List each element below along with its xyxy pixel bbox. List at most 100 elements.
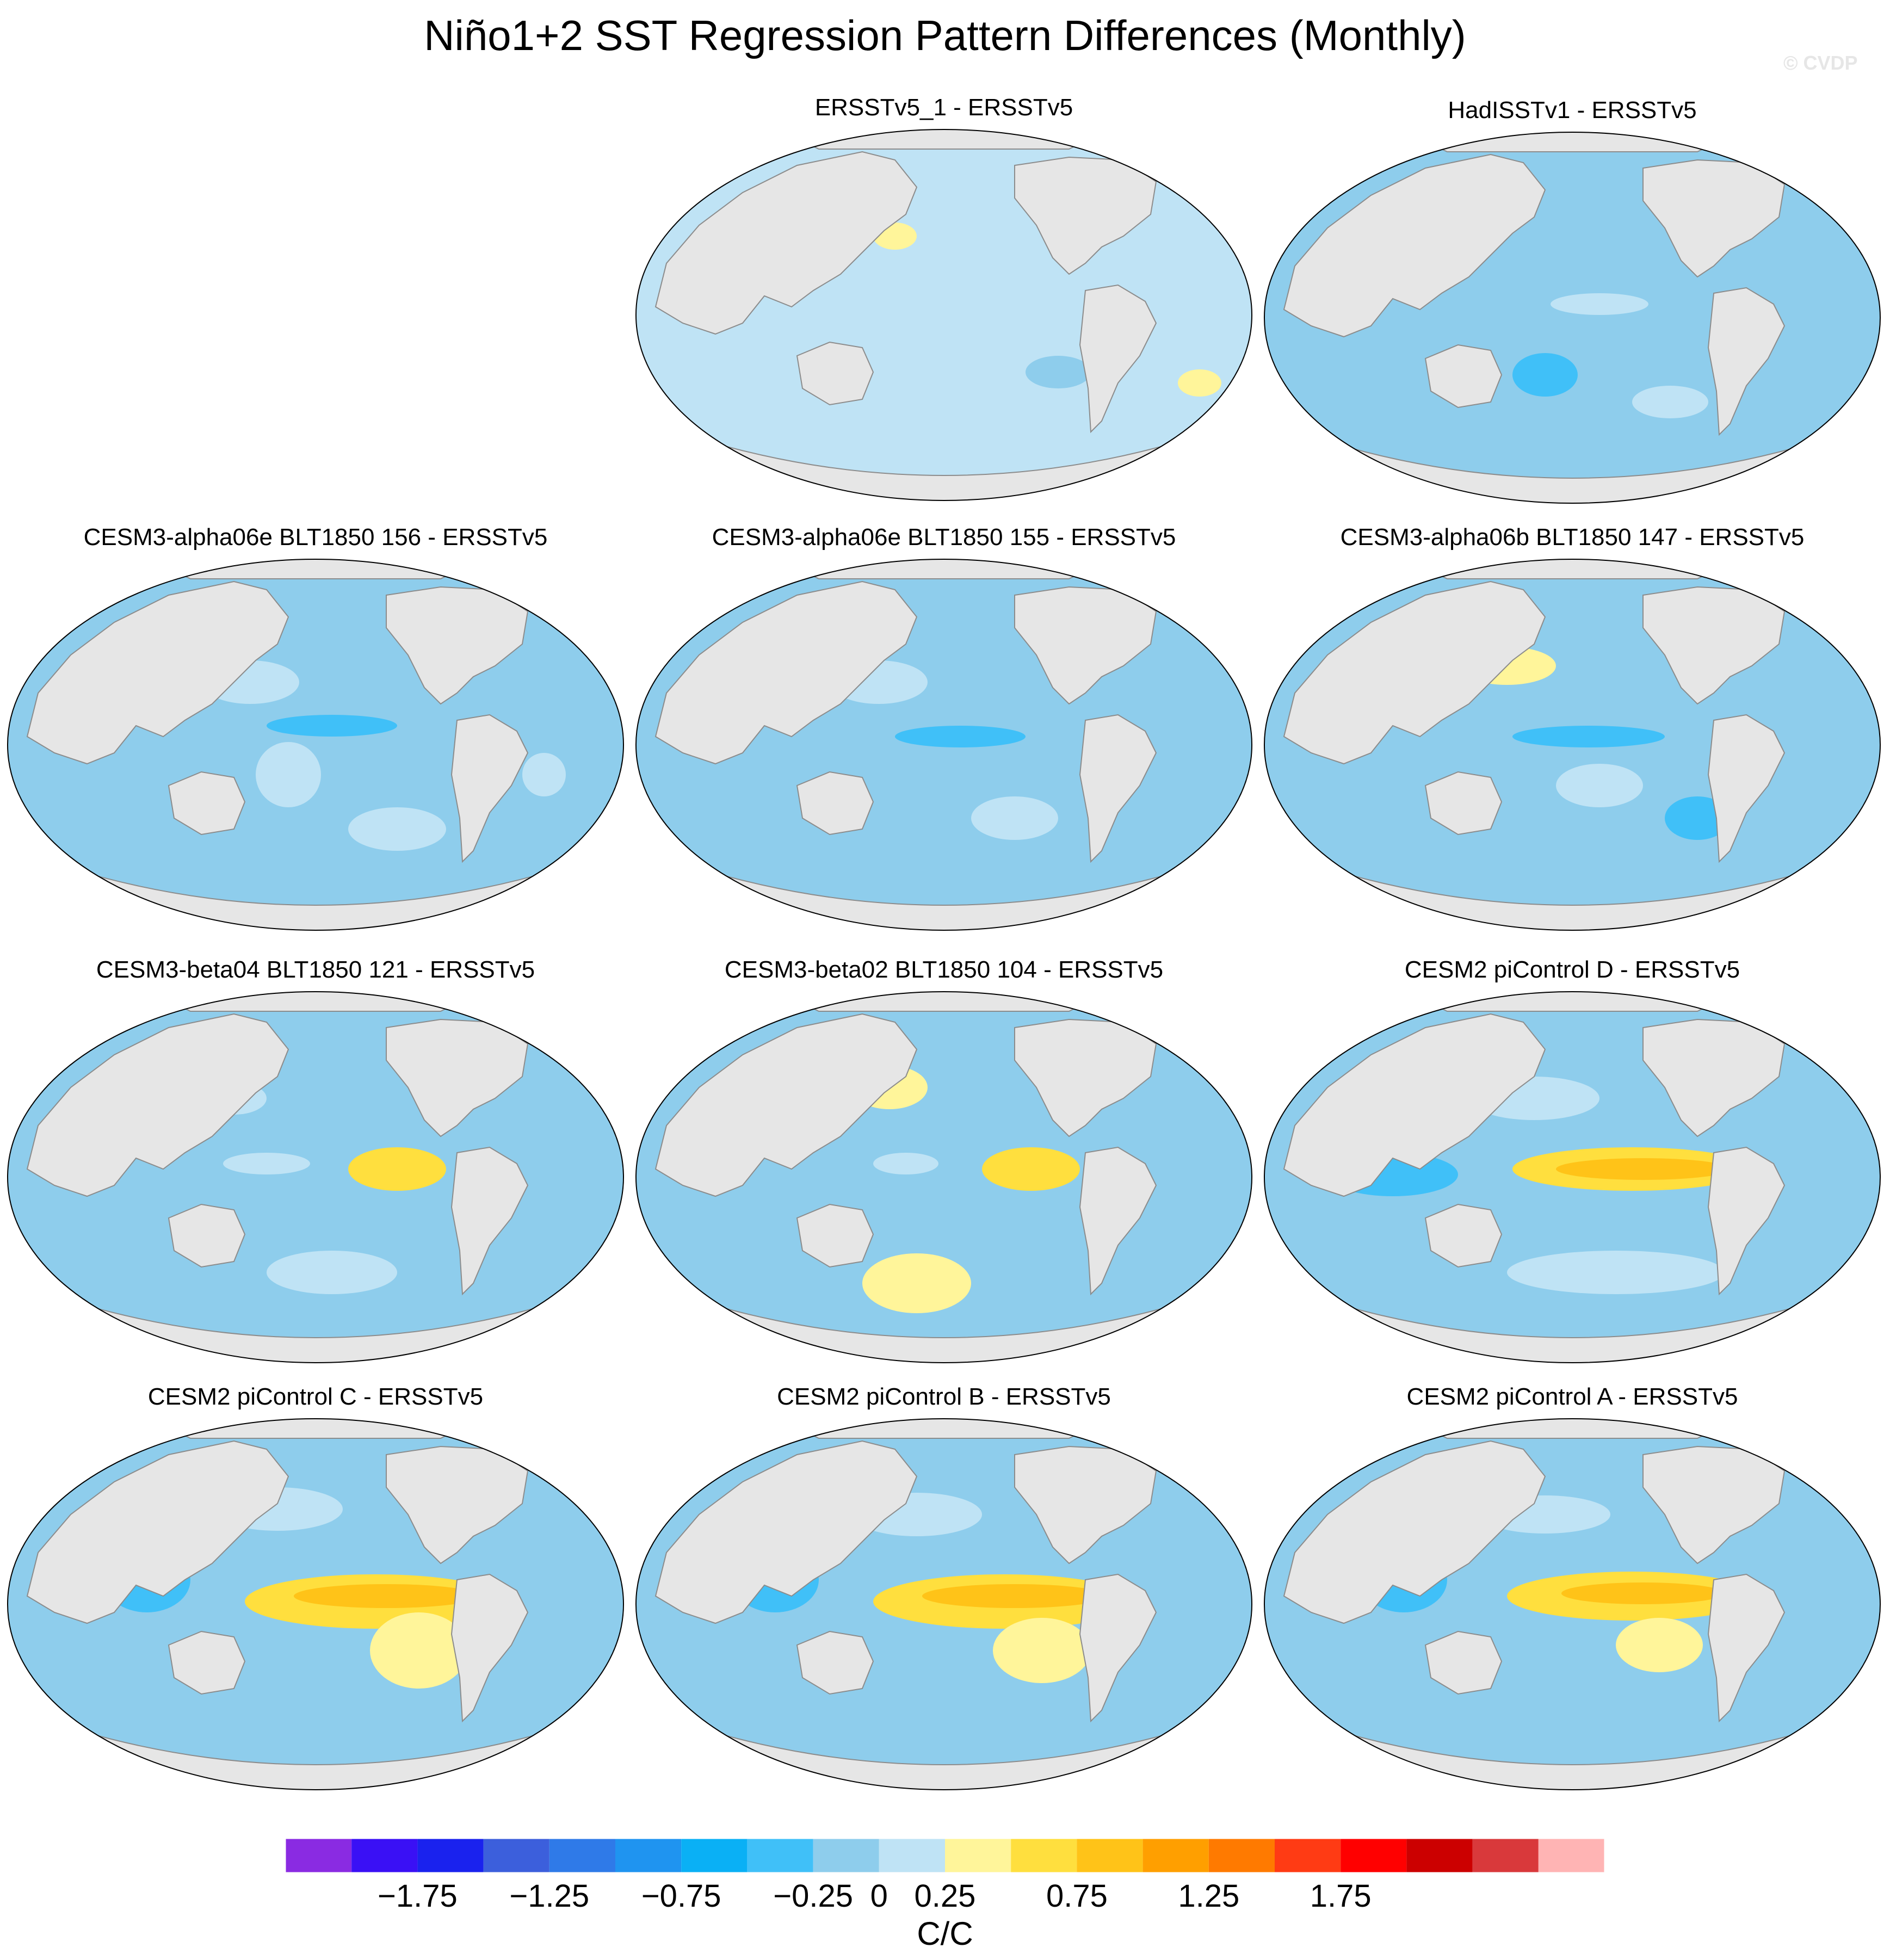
robinson-map xyxy=(1264,1418,1881,1790)
panel-title: CESM3-alpha06e BLT1850 155 - ERSSTv5 xyxy=(712,524,1176,551)
colorbar-swatch xyxy=(483,1839,549,1872)
map-border xyxy=(7,1418,624,1790)
anomaly-patch xyxy=(922,1584,1107,1608)
anomaly-patch xyxy=(1556,1158,1730,1180)
colorbar-tick-label: −0.25 xyxy=(773,1878,853,1914)
landmass-asia xyxy=(654,1013,918,1197)
panel-title: CESM3-beta04 BLT1850 121 - ERSSTv5 xyxy=(96,956,535,983)
landmass-south-america xyxy=(1707,714,1786,863)
landmass-australia xyxy=(1424,1203,1503,1268)
landmass-arctic-land xyxy=(795,129,1093,150)
colorbar-swatch xyxy=(351,1839,418,1872)
colorbar-swatch xyxy=(286,1839,352,1872)
map-panel: HadISSTv1 - ERSSTv5 xyxy=(1262,95,1882,509)
anomaly-patch xyxy=(370,1612,468,1689)
anomaly-patch xyxy=(993,1618,1091,1683)
landmass-australia xyxy=(168,1630,246,1695)
anomaly-patch xyxy=(862,1253,971,1313)
anomaly-patch xyxy=(895,726,1026,747)
landmass-australia xyxy=(796,771,874,836)
anomaly-patch xyxy=(1556,764,1643,807)
robinson-map xyxy=(1264,132,1881,504)
landmass-south-america xyxy=(1079,714,1157,863)
colorbar-swatch xyxy=(417,1839,484,1872)
landmass-australia xyxy=(1424,344,1503,409)
map-panel: CESM3-beta02 BLT1850 104 - ERSSTv5 xyxy=(634,955,1254,1368)
page-title: Niño1+2 SST Regression Pattern Differenc… xyxy=(424,11,1466,59)
colorbar-swatch xyxy=(1341,1839,1407,1872)
landmass-south-america xyxy=(1707,287,1786,436)
map-panel: CESM2 piControl C - ERSSTv5 xyxy=(5,1382,626,1795)
landmass-south-america xyxy=(450,1573,529,1723)
robinson-map xyxy=(1264,991,1881,1363)
anomaly-patch xyxy=(1551,293,1648,315)
colorbar-tick-label: 1.75 xyxy=(1310,1878,1372,1914)
map-border xyxy=(1264,559,1881,931)
landmass-asia xyxy=(1283,1440,1546,1624)
anomaly-patch xyxy=(1178,369,1221,397)
landmass-south-america xyxy=(450,1146,529,1296)
robinson-map xyxy=(635,129,1252,501)
colorbar-swatch xyxy=(1208,1839,1275,1872)
colorbar-swatch xyxy=(813,1839,879,1872)
colorbar-swatch xyxy=(879,1839,945,1872)
map-border xyxy=(7,559,624,931)
colorbar-swatch xyxy=(1472,1839,1539,1872)
landmass-south-america xyxy=(1079,284,1157,434)
map-panel: ERSSTv5_1 - ERSSTv5 xyxy=(634,92,1254,506)
robinson-map xyxy=(635,991,1252,1363)
map-panel: CESM3-alpha06e BLT1850 156 - ERSSTv5 xyxy=(5,522,626,936)
anomaly-patch xyxy=(971,796,1058,840)
colorbar-tick-label: 0 xyxy=(870,1878,888,1914)
map-panel: CESM3-alpha06b BLT1850 147 - ERSSTv5 xyxy=(1262,522,1882,936)
colorbar: −1.75 −1.25 −0.75 −0.25 0 0.25 0.75 1.25 1.75 C/… xyxy=(286,1839,1604,1953)
map-panel: CESM3-beta04 BLT1850 121 - ERSSTv5 xyxy=(5,955,626,1368)
landmass-arctic-land xyxy=(1423,1419,1721,1439)
landmass-australia xyxy=(168,1203,246,1268)
robinson-map xyxy=(635,1418,1252,1790)
anomaly-patch xyxy=(1026,356,1091,388)
landmass-asia xyxy=(1283,580,1546,765)
landmass-arctic-land xyxy=(795,1419,1093,1439)
panel-title: CESM2 piControl D - ERSSTv5 xyxy=(1404,956,1740,983)
map-border xyxy=(1264,132,1881,504)
colorbar-swatch xyxy=(1011,1839,1077,1872)
anomaly-patch xyxy=(873,1153,938,1174)
colorbar-tick-label: −0.75 xyxy=(641,1878,721,1914)
landmass-south-america xyxy=(450,714,529,863)
landmass-asia xyxy=(654,151,918,335)
colorbar-swatch xyxy=(945,1839,1011,1872)
anomaly-patch xyxy=(294,1584,479,1608)
colorbar-swatch xyxy=(1142,1839,1209,1872)
colorbar-swatch xyxy=(1275,1839,1341,1872)
landmass-arctic-land xyxy=(166,559,465,579)
landmass-south-america xyxy=(1707,1573,1786,1723)
colorbar-tick-label: −1.75 xyxy=(378,1878,458,1914)
landmass-south-america xyxy=(1079,1573,1157,1723)
map-panel: CESM3-alpha06e BLT1850 155 - ERSSTv5 xyxy=(634,522,1254,936)
landmass-arctic-land xyxy=(166,1419,465,1439)
anomaly-patch xyxy=(267,1251,397,1294)
landmass-australia xyxy=(796,341,874,406)
anomaly-patch xyxy=(1665,796,1730,840)
panel-title: CESM2 piControl B - ERSSTv5 xyxy=(777,1383,1111,1410)
landmass-arctic-land xyxy=(1423,132,1721,152)
robinson-map xyxy=(7,559,624,931)
landmass-arctic-land xyxy=(1423,559,1721,579)
panel-title: CESM2 piControl A - ERSSTv5 xyxy=(1406,1383,1738,1410)
colorbar-swatch xyxy=(1406,1839,1473,1872)
anomaly-patch xyxy=(1512,726,1665,747)
map-panel: CESM2 piControl A - ERSSTv5 xyxy=(1262,1382,1882,1795)
landmass-asia xyxy=(1283,1013,1546,1197)
anomaly-patch xyxy=(348,1147,446,1191)
panel-title: CESM3-alpha06b BLT1850 147 - ERSSTv5 xyxy=(1340,524,1805,551)
landmass-australia xyxy=(168,771,246,836)
robinson-map xyxy=(7,991,624,1363)
colorbar-swatch xyxy=(681,1839,748,1872)
colorbar-swatch xyxy=(747,1839,813,1872)
landmass-australia xyxy=(796,1630,874,1695)
colorbar-swatch xyxy=(1077,1839,1143,1872)
landmass-asia xyxy=(26,580,289,765)
anomaly-patch xyxy=(256,742,321,807)
colorbar-tick-label: 1.25 xyxy=(1178,1878,1239,1914)
